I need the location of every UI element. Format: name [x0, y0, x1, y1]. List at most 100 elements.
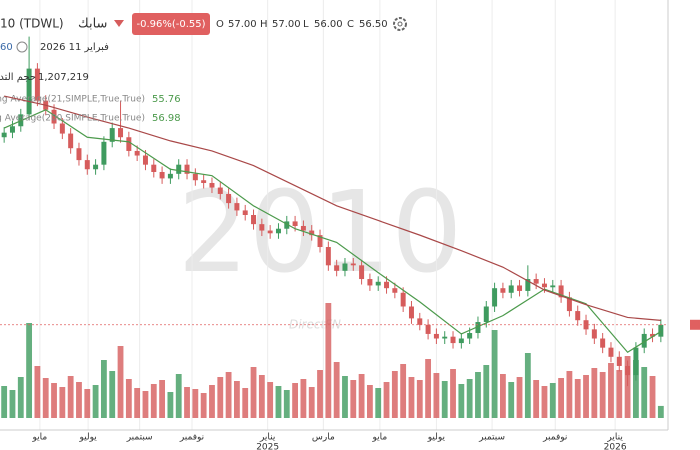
volume-bar	[242, 388, 249, 418]
volume-bar	[109, 371, 116, 418]
settings-icon[interactable]	[393, 17, 407, 31]
volume-bar	[1, 386, 8, 418]
volume-bar	[616, 370, 623, 418]
candle-body	[226, 193, 232, 204]
volume-bar	[76, 382, 82, 418]
change-badge	[132, 13, 210, 35]
legend-label: Moving Average(21,SIMPLE,True,True)	[0, 95, 145, 105]
candle-body	[201, 180, 207, 183]
volume-bar	[225, 372, 232, 418]
volume-bar	[624, 356, 631, 418]
volume-bar	[549, 383, 556, 418]
settings-icon[interactable]	[397, 21, 403, 27]
volume-bar	[583, 375, 589, 418]
candle-body	[209, 182, 215, 188]
candle-body	[134, 150, 140, 156]
volume-bar	[383, 382, 390, 418]
volume-bar	[267, 382, 274, 418]
volume-value: 1,207,219	[38, 72, 89, 83]
candle-body	[309, 230, 315, 236]
candle-body	[334, 265, 340, 271]
candle-body	[267, 230, 273, 234]
dropdown-icon[interactable]	[114, 20, 124, 27]
ohlc-value: 56.50	[359, 19, 388, 30]
candle-body	[408, 306, 414, 319]
candle-body	[400, 292, 406, 307]
volume-bar	[142, 391, 149, 418]
candle-body	[184, 164, 190, 174]
candle-body	[317, 235, 323, 248]
candle-body	[492, 288, 498, 307]
candle-body	[558, 285, 564, 298]
candle-body	[109, 128, 115, 142]
volume-bar	[150, 384, 157, 418]
candle-body	[342, 263, 348, 271]
volume-bar	[491, 330, 498, 418]
volume-bar	[416, 380, 423, 418]
volume-bar	[67, 376, 74, 418]
candle-body	[375, 281, 381, 286]
candle-body	[600, 338, 606, 348]
candle-body	[142, 155, 148, 165]
volume-bar	[450, 369, 456, 418]
volume-bar	[541, 386, 548, 418]
volume-bar	[499, 374, 506, 418]
candle-body	[392, 288, 398, 293]
candle-body	[259, 224, 265, 231]
candle-body	[625, 365, 631, 376]
volume-bar	[200, 393, 207, 418]
symbol: 10 (TDWL)	[0, 17, 64, 31]
candle-body	[367, 279, 373, 286]
candle-body	[325, 247, 331, 266]
candle-body	[450, 336, 456, 344]
candle-body	[126, 137, 132, 151]
volume-bar	[425, 359, 432, 418]
candle-body	[59, 123, 65, 134]
candle-body	[384, 281, 390, 289]
x-tick-label: سبتمبر	[478, 433, 505, 443]
last-price-tag	[690, 319, 700, 330]
volume-bar	[358, 374, 365, 418]
volume-bar	[209, 385, 215, 418]
candle-body	[633, 347, 639, 376]
candle-body	[34, 68, 40, 101]
candle-body	[159, 172, 165, 179]
volume-bar	[524, 353, 531, 418]
candle-body	[641, 333, 647, 348]
legend-value: 55.76	[152, 94, 181, 105]
candle-body	[359, 265, 365, 280]
x-tick-label: يناير	[606, 433, 623, 443]
toggle-icon[interactable]	[16, 41, 28, 53]
ohlc-label: H	[260, 19, 268, 30]
volume-bar	[366, 385, 373, 418]
volume-bar	[283, 390, 290, 418]
volume-bar	[558, 378, 565, 418]
candle-body	[234, 203, 240, 211]
candle-body	[566, 297, 572, 312]
volume-bar	[350, 380, 357, 418]
candle-body	[475, 322, 481, 334]
ohlc-value: 57.00	[228, 19, 257, 30]
candle-body	[417, 318, 423, 325]
x-tick-year: 2026	[604, 443, 627, 450]
volume-bar	[458, 384, 465, 418]
volume-bar	[649, 376, 656, 418]
price-cut: 60	[0, 42, 13, 53]
candle-body	[658, 324, 664, 337]
volume-bar	[217, 377, 224, 418]
volume-bar	[34, 366, 41, 418]
legend-label: Moving Average(200,SIMPLE,True,True)	[0, 114, 145, 124]
candle-body	[608, 347, 614, 357]
volume-bar	[391, 371, 398, 418]
candle-body	[292, 221, 298, 226]
volume-bar	[632, 360, 639, 418]
volume-bar	[9, 390, 16, 418]
candle-body	[517, 285, 523, 291]
ohlc-value: 56.00	[314, 19, 343, 30]
volume-label: حجم التداول	[0, 72, 36, 83]
volume-bar	[375, 388, 382, 418]
candle-body	[284, 221, 290, 229]
candle-body	[541, 283, 547, 288]
x-tick-label: مايو	[32, 433, 48, 443]
